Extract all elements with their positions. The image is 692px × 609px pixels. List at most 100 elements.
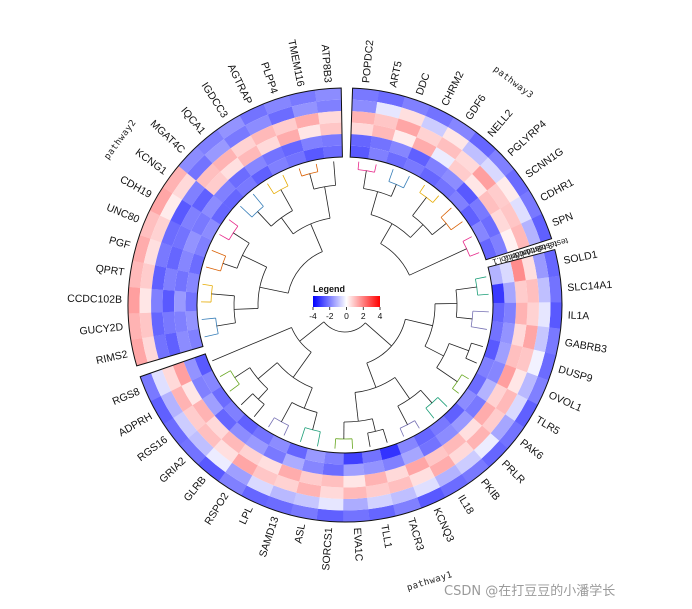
heatmap-cell-cdh19-test-3 [149, 187, 173, 216]
heatmap-cell-chrm2-test-1 [416, 126, 443, 148]
heatmap-cell-ddc-test-2 [398, 107, 426, 127]
heatmap-cell-art5-test-2 [375, 102, 402, 119]
gene-label-kcnq3: KCNQ3 [431, 506, 457, 544]
heatmap-cell-cdhr1-test-2 [509, 196, 532, 224]
heatmap-cell-il1a-test-3 [549, 302, 562, 329]
gene-label-rgs8: RGS8 [111, 386, 142, 408]
heatmap-cell-gucy2d-test-3 [128, 312, 143, 340]
gene-label-asl: ASL [292, 523, 308, 545]
heatmap-cell-asl-control-2 [301, 459, 325, 475]
heatmap-cell-iqca1-control-1 [235, 176, 258, 197]
heatmap-cell-scnn1g-test-1 [487, 183, 510, 209]
gene-label-lpl: LPL [237, 504, 256, 526]
heatmap-cell-slc14a1-control-3 [514, 280, 528, 303]
heatmap-cell-il18-test-3 [439, 474, 469, 498]
heatmap-cell-lpl-control-3 [257, 455, 283, 475]
heatmap-cell-rgs16-control-2 [202, 392, 224, 416]
heatmap-cell-rgs16-test-2 [173, 411, 198, 439]
group-border-pathway3 [349, 87, 553, 261]
heatmap-cell-kcng1-test-2 [172, 173, 197, 200]
heatmap-cell-rgs8-control-3 [172, 361, 192, 386]
heatmap-cell-ovol1-control-2 [486, 360, 506, 384]
heatmap-cell-ccdc102b-test-3 [128, 286, 141, 314]
heatmap-cell-pkib-test-1 [448, 441, 474, 465]
heatmap-cell-ccdc102b-control-1 [185, 291, 198, 312]
heatmap-cell-glrb-test-2 [205, 447, 233, 473]
gene-label-tmem116: TMEM116 [285, 39, 306, 88]
heatmap-cell-nell2-test-2 [462, 141, 489, 166]
heatmap-cell-pgf-test-2 [143, 238, 162, 266]
heatmap-cell-pkib-control-3 [441, 432, 467, 456]
group-border-pathway2 [127, 87, 343, 367]
heatmap-cell-iqca1-test-3 [196, 129, 225, 156]
heatmap-cell-cdhr1-test-3 [519, 190, 543, 219]
heatmap-cell-popdc2-control-1 [350, 145, 371, 159]
heatmap-cell-rims2-test-1 [153, 334, 170, 360]
heatmap-cell-prlr-test-1 [466, 425, 491, 451]
heatmap-cell-sold1-test-2 [532, 252, 549, 279]
heatmap-cell-pak6-control-3 [473, 401, 496, 426]
heatmap-cell-gria2-test-1 [197, 423, 222, 448]
heatmap-cell-il1a-control-2 [503, 302, 517, 324]
heatmap-cell-kcnq3-test-1 [408, 466, 435, 487]
gene-label-nell2: NELL2 [485, 107, 515, 139]
gene-label-qprt: QPRT [95, 263, 126, 279]
heatmap-cell-iqca1-test-2 [204, 138, 231, 164]
gene-label-gdf6: GDF6 [463, 92, 489, 122]
heatmap-cell-glrb-test-1 [213, 439, 239, 463]
heatmap-cell-rspo2-test-3 [218, 471, 247, 496]
heatmap-cell-sold1-control-2 [499, 261, 515, 284]
gene-label-igdcc3: IGDCC3 [199, 80, 231, 120]
heatmap-cell-gdf6-test-2 [442, 127, 470, 151]
gene-label-kcng1: KCNG1 [133, 146, 169, 177]
gene-label-rgs16: RGS16 [135, 434, 170, 464]
heatmap-cell-gdf6-test-3 [447, 117, 477, 142]
heatmap-cell-dusp9-test-3 [537, 352, 557, 381]
heatmap-cell-ccdc102b-control-3 [162, 289, 175, 313]
heatmap-cell-tll1-test-3 [368, 504, 396, 521]
heatmap-cell-plpp4-control-3 [276, 128, 301, 147]
heatmap-cell-ccdc102b-test-1 [151, 288, 164, 313]
heatmap-cell-pak6-test-1 [481, 407, 506, 434]
gene-label-pgf: PGF [108, 235, 132, 252]
heatmap-cell-kcng1-control-3 [191, 187, 214, 213]
heatmap-cell-il18-control-3 [424, 445, 449, 467]
heatmap-cell-pak6-test-3 [499, 420, 525, 449]
heatmap-cell-rgs16-test-3 [163, 417, 189, 446]
heatmap-cell-tmem116-control-1 [303, 147, 325, 163]
legend-tick: 4 [378, 311, 383, 321]
heatmap-cell-pgf-control-3 [166, 246, 184, 271]
heatmap-cell-il1a-control-3 [514, 302, 528, 326]
heatmap-cell-unc80-control-2 [183, 230, 202, 254]
heatmap-cell-lpl-test-3 [241, 485, 270, 507]
heatmap-cell-dusp9-control-3 [505, 344, 523, 369]
heatmap-cell-scnn1g-control-2 [469, 197, 491, 221]
heatmap-cell-tacr3-control-3 [384, 465, 410, 483]
heatmap-cell-art5-control-2 [370, 136, 393, 152]
heatmap-cell-qprt-control-2 [174, 269, 189, 292]
heatmap-cell-adprh-control-1 [201, 370, 222, 393]
gene-label-gucy2d: GUCY2D [79, 321, 124, 337]
heatmap-cell-atp8b3-test-1 [317, 111, 342, 125]
heatmap-cell-sold1-control-3 [510, 258, 526, 282]
heatmap-cell-eva1c-test-3 [342, 509, 370, 522]
heatmap-cell-prlr-control-1 [443, 402, 465, 425]
heatmap-cell-gria2-control-2 [214, 408, 237, 431]
gene-label-prlr: PRLR [499, 458, 528, 487]
heatmap-cell-atp8b3-test-2 [316, 99, 342, 113]
heatmap-cell-lpl-test-1 [252, 465, 278, 486]
gene-label-glrb: GLRB [181, 474, 208, 504]
heatmap-cell-tmem116-control-3 [297, 124, 322, 140]
heatmap-cell-samd13-test-2 [269, 485, 297, 504]
heatmap-cell-chrm2-test-2 [420, 115, 449, 138]
heatmap-cell-scnn1g-test-2 [496, 176, 520, 203]
heatmap-cell-qprt-test-2 [140, 262, 156, 289]
heatmap-cell-lpl-control-1 [268, 434, 291, 454]
heatmap-cell-gdf6-test-1 [436, 137, 463, 160]
heatmap-cell-atp8b3-test-3 [314, 88, 342, 102]
heatmap-cell-ovol1-control-1 [476, 356, 495, 379]
heatmap-cell-atp8b3-control-3 [319, 122, 343, 136]
heatmap-cell-gdf6-control-3 [430, 147, 456, 169]
heatmap-cell-mgat4c-test-1 [196, 163, 221, 189]
gene-label-cdhr1: CDHR1 [538, 176, 576, 204]
